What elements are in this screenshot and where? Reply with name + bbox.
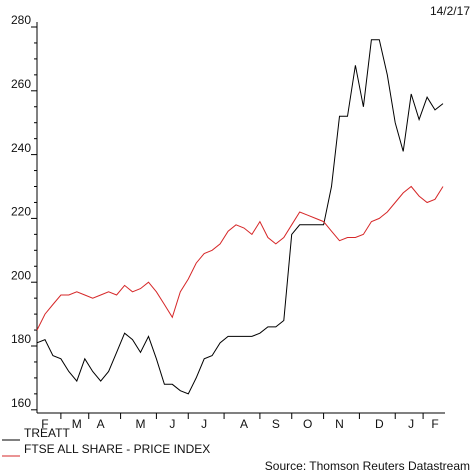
- x-tick-label: J: [169, 417, 175, 431]
- y-tick-label: 240: [11, 141, 31, 155]
- date-label: 14/2/17: [430, 4, 470, 18]
- y-tick-label: 180: [11, 332, 31, 346]
- series-line: [36, 39, 444, 395]
- x-tick-label: J: [201, 417, 207, 431]
- y-tick-label: 280: [11, 13, 31, 27]
- y-tick-label: 220: [11, 205, 31, 219]
- x-tick-label: O: [303, 417, 312, 431]
- x-tick-label: F: [431, 417, 438, 431]
- source-label: Source: Thomson Reuters Datastream: [265, 459, 470, 473]
- series-line: [36, 185, 444, 331]
- legend-label: FTSE ALL SHARE - PRICE INDEX: [24, 442, 210, 456]
- y-tick-label: 200: [11, 268, 31, 282]
- x-tick-label: N: [335, 417, 344, 431]
- x-tick-label: A: [240, 417, 248, 431]
- x-tick-label: A: [97, 417, 105, 431]
- legend-label: TREATT: [24, 426, 70, 440]
- x-tick-label: S: [272, 417, 280, 431]
- y-tick-label: 260: [11, 77, 31, 91]
- x-tick-label: D: [375, 417, 384, 431]
- y-tick-label: 160: [11, 396, 31, 410]
- x-tick-label: F: [41, 417, 48, 431]
- x-tick-label: M: [72, 417, 82, 431]
- x-tick-label: M: [135, 417, 145, 431]
- x-tick-label: J: [408, 417, 414, 431]
